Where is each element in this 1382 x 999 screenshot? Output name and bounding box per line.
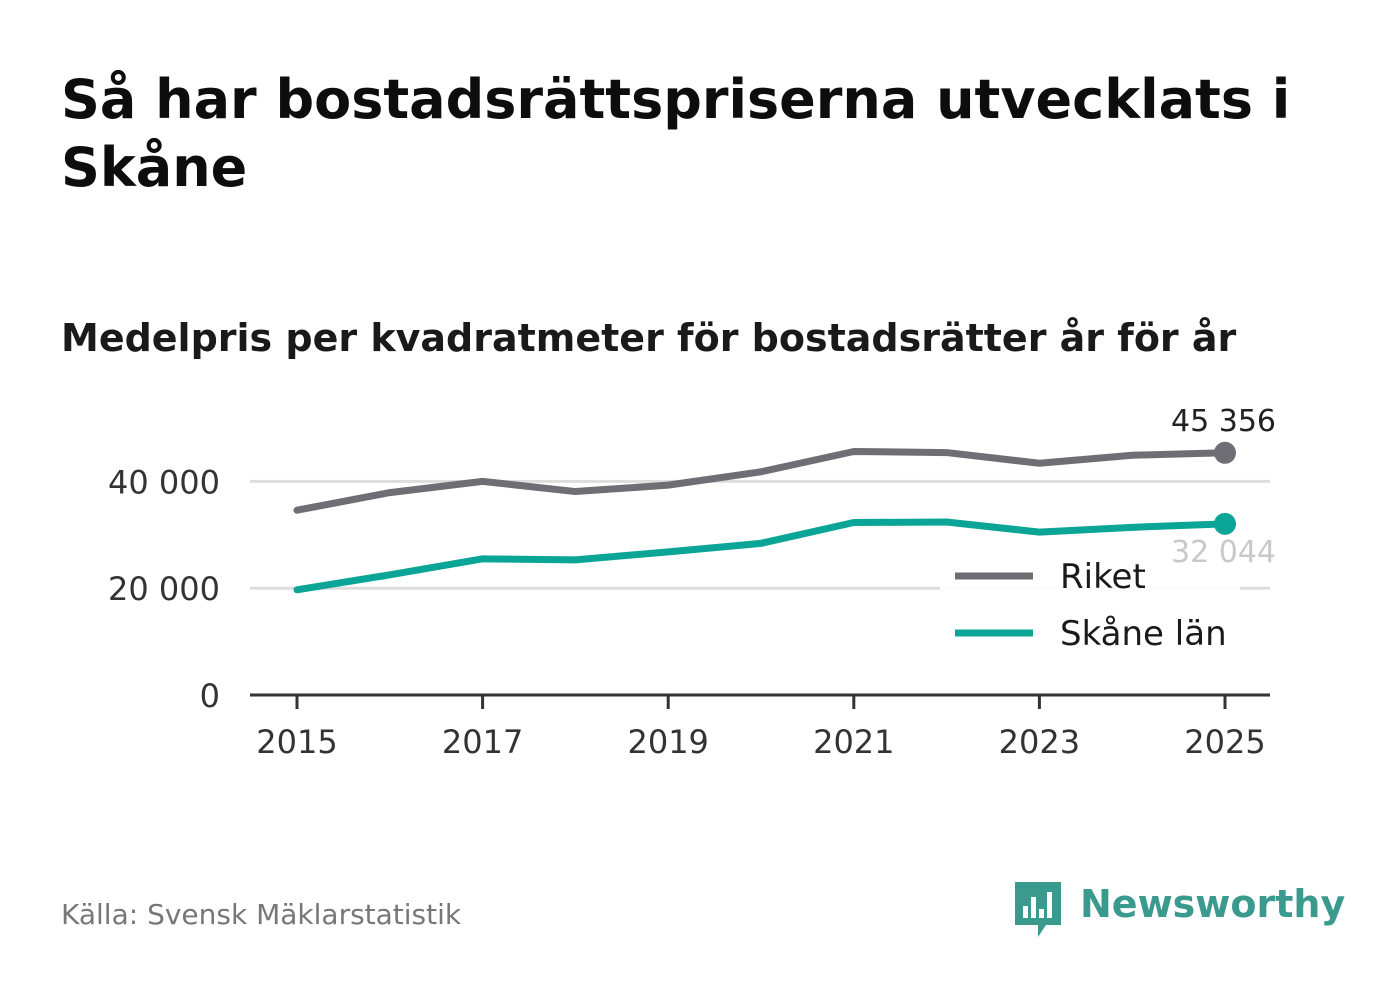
x-tick-label: 2025 (1184, 723, 1265, 761)
source-note: Källa: Svensk Mäklarstatistik (61, 898, 462, 931)
y-tick-label: 0 (200, 677, 220, 715)
chart-title: Så har bostadsrättspriserna utvecklats i… (61, 68, 1291, 199)
legend-label: Skåne län (1060, 614, 1227, 654)
y-tick-label: 20 000 (108, 570, 220, 608)
end-point-riket (1214, 441, 1236, 464)
end-value-label: 32 044 (1171, 535, 1276, 570)
x-tick-label: 2017 (442, 723, 523, 761)
brand-name: Newsworthy (1080, 882, 1346, 926)
series-line-riket (293, 447, 1229, 514)
x-tick-label: 2023 (999, 723, 1080, 761)
newsworthy-logo-icon (1015, 882, 1061, 937)
x-tick-label: 2019 (627, 723, 708, 761)
chart-subtitle: Medelpris per kvadratmeter för bostadsrä… (61, 316, 1237, 360)
y-tick-label: 40 000 (108, 463, 220, 501)
end-point-skane (1214, 512, 1236, 535)
end-value-label: 45 356 (1171, 404, 1276, 439)
x-tick-label: 2015 (256, 723, 337, 761)
brand-logo: Newsworthy (1012, 879, 1345, 943)
legend-label: Riket (1060, 557, 1146, 597)
x-tick-label: 2021 (813, 723, 894, 761)
series-line-skane (293, 518, 1229, 594)
line-chart: 0 20 000 40 000 2015 2017 2019 2021 2023 2025 45 … (108, 404, 1276, 761)
